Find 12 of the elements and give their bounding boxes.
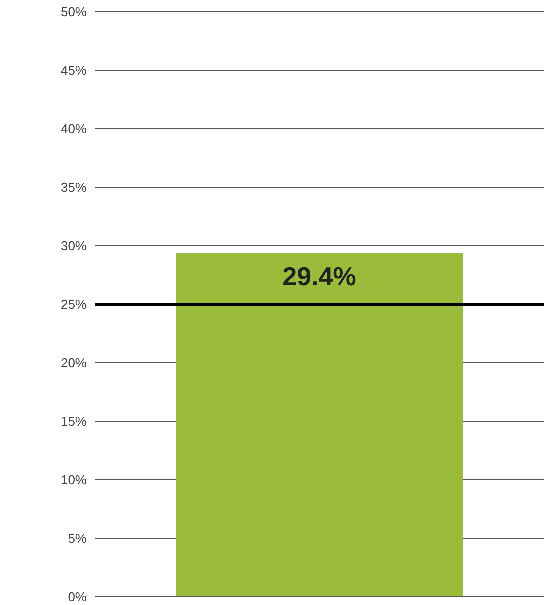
y-tick-label: 45% xyxy=(60,63,88,78)
y-tick-label: 15% xyxy=(60,414,88,430)
y-tick-label: 50% xyxy=(60,4,88,20)
y-tick-label: 35% xyxy=(60,180,88,196)
y-tick-label: 25% xyxy=(60,297,88,312)
y-tick-label: 20% xyxy=(60,356,88,371)
y-tick-label: 5% xyxy=(68,531,88,546)
y-tick-label: 40% xyxy=(60,122,88,137)
y-tick-label: 10% xyxy=(60,472,88,488)
y-tick-label: 30% xyxy=(60,238,88,254)
data-label: 29.4% xyxy=(282,261,356,292)
y-tick-label: 0% xyxy=(68,590,88,605)
